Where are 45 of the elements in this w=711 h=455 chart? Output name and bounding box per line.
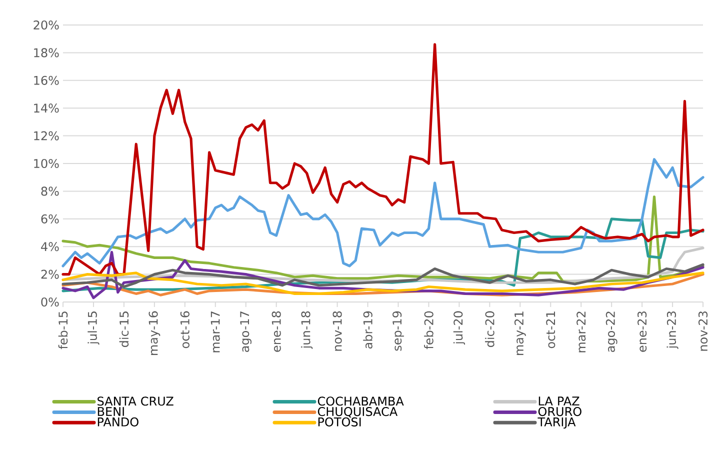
x-tick-label: mar-17 xyxy=(210,312,220,352)
y-tick-label: 0% xyxy=(41,297,59,307)
x-tick-label: sep-19 xyxy=(392,311,404,351)
x-tick-label: dic-20 xyxy=(485,311,494,348)
y-tick-label: 12% xyxy=(34,131,59,140)
y-tick-label: 20% xyxy=(34,20,59,30)
line-series xyxy=(62,158,704,268)
legend-label: SANTA CRUZ xyxy=(98,396,174,406)
x-tick-label: nov-18 xyxy=(332,311,342,351)
x-tick-label: abr-19 xyxy=(363,311,372,349)
x-tick-label: ene-23 xyxy=(638,311,647,352)
x-tick-label: jul-20 xyxy=(453,311,466,345)
x-tick-label: oct-16 xyxy=(180,311,190,348)
legend-label: ORURO xyxy=(538,407,582,416)
x-tick-label: mar-22 xyxy=(576,312,586,352)
legend-label: COCHABAMBA xyxy=(318,396,404,406)
line-series xyxy=(62,43,704,276)
x-tick-label: oct-21 xyxy=(546,312,556,348)
x-tick-label: jun-18 xyxy=(301,311,313,349)
y-tick-label: 16% xyxy=(34,76,59,85)
y-tick-label: 14% xyxy=(34,104,59,113)
x-tick-label: ago-17 xyxy=(240,312,252,352)
x-tick-label: nov-23 xyxy=(698,311,708,351)
y-tick-label: 2% xyxy=(41,270,59,279)
x-tick-label: may-21 xyxy=(514,312,526,355)
legend-label: CHUQUISACA xyxy=(318,407,398,418)
y-tick-label: 18% xyxy=(34,48,59,58)
legend-label: TARIJA xyxy=(538,417,576,429)
x-tick-label: jul-15 xyxy=(88,312,100,345)
y-tick-label: 4% xyxy=(41,242,59,252)
x-tick-label: ago-22 xyxy=(606,312,618,352)
legend-label: LA PAZ xyxy=(538,396,580,406)
y-tick-label: 8% xyxy=(41,186,59,196)
y-tick-label: 10% xyxy=(34,158,59,168)
line-series xyxy=(62,263,704,288)
legend-label: BENI xyxy=(98,407,124,416)
legend-label: POTOSI xyxy=(318,417,361,426)
x-tick-label: ene-18 xyxy=(272,311,281,352)
x-tick-label: jun-23 xyxy=(666,311,678,349)
legend-label: PANDO xyxy=(98,417,138,426)
x-tick-label: may-16 xyxy=(148,311,160,355)
y-tick-label: 6% xyxy=(41,214,59,224)
x-tick-label: feb-15 xyxy=(58,312,68,350)
x-tick-label: dic-15 xyxy=(119,312,129,348)
x-tick-label: feb-20 xyxy=(424,311,434,350)
